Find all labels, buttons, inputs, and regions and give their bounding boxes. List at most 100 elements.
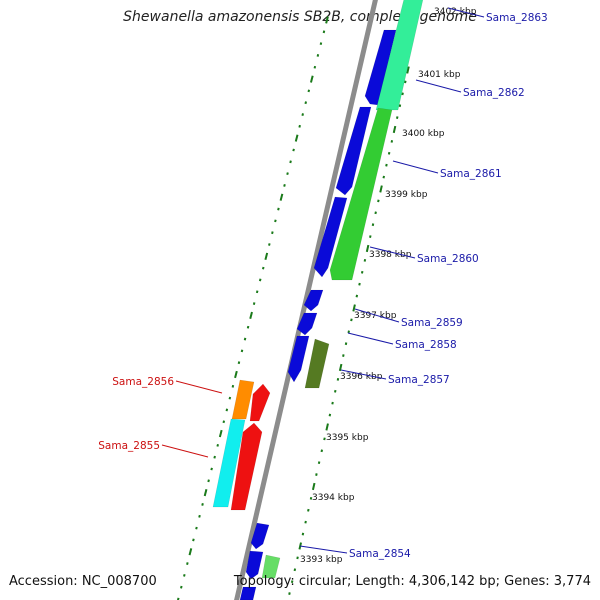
scale-minor-tick [322, 30, 326, 34]
gene-label-sama-2856[interactable]: Sama_2856 [112, 376, 223, 394]
scale-minor-tick [243, 337, 247, 341]
gene-label-sama-2858[interactable]: Sama_2858 [347, 332, 457, 351]
scale-major-tick [309, 75, 314, 83]
scale-minor-tick [344, 342, 348, 346]
gene-sama-2859-feature[interactable] [296, 312, 318, 336]
gene-label-text[interactable]: Sama_2856 [112, 376, 174, 388]
scale-minor-tick [323, 437, 326, 441]
scale-minor-tick [350, 318, 353, 322]
scale-major-tick [338, 363, 343, 372]
gene-sama-2863-teal-feature[interactable] [375, 0, 424, 111]
scale-minor-tick [342, 354, 345, 357]
scale-major-tick [325, 423, 329, 431]
gene-sama-2860-feature[interactable] [303, 289, 324, 312]
scale-minor-tick [268, 243, 271, 246]
scale-minor-tick [286, 172, 289, 176]
gene-label-sama-2859[interactable]: Sama_2859 [354, 308, 463, 329]
gene-sama-2863-feature[interactable] [364, 29, 397, 106]
gene-label-leader-line [369, 246, 416, 259]
gene-label-leader-line [415, 79, 462, 93]
scale-tracks [176, 16, 410, 600]
map-title: Shewanella amazonensis SB2B, complete ge… [123, 9, 477, 25]
scale-minor-tick [331, 401, 334, 405]
gene-label-text[interactable]: Sama_2860 [417, 253, 479, 265]
gene-label-sama-2860[interactable]: Sama_2860 [369, 246, 479, 265]
scale-minor-tick [309, 496, 313, 500]
scale-major-tick [203, 489, 208, 497]
gene-label-text[interactable]: Sama_2858 [395, 339, 457, 351]
scale-minor-tick [213, 455, 216, 459]
gene-sama-2856-feature[interactable] [231, 379, 255, 420]
scale-minor-tick [377, 199, 380, 203]
scale-minor-tick [246, 325, 250, 329]
gene-label-text[interactable]: Sama_2863 [486, 12, 548, 24]
gene-label-text[interactable]: Sama_2859 [401, 317, 463, 329]
kbp-tick-labels: 3393 kbp 3394 kbp 3395 kbp 3396 kbp 3397 kbp… [300, 7, 477, 565]
scale-minor-tick [385, 163, 388, 167]
gene-label-text[interactable]: Sama_2854 [349, 548, 411, 560]
gene-sama-2854-feature[interactable] [250, 522, 270, 550]
kbp-tick-label: 3394 kbp [312, 493, 355, 503]
gene-label-leader-line [299, 545, 348, 554]
scale-major-tick [311, 482, 316, 491]
gene-label-leader-line [161, 444, 209, 458]
scale-minor-tick [288, 592, 291, 595]
scale-major-tick [218, 429, 223, 438]
scale-minor-tick [222, 420, 226, 424]
gene-sama-2857-feature[interactable] [304, 338, 330, 389]
gene-label-text[interactable]: Sama_2855 [98, 440, 160, 452]
scale-minor-tick [289, 160, 292, 164]
gene-label-text[interactable]: Sama_2862 [463, 87, 525, 99]
kbp-tick-label: 3395 kbp [326, 433, 369, 443]
scale-minor-tick [252, 302, 256, 306]
scale-minor-tick [237, 361, 241, 365]
scale-minor-tick [363, 258, 367, 262]
gene-sama-2853-feature[interactable] [245, 550, 264, 580]
gene-label-text[interactable]: Sama_2857 [388, 374, 450, 386]
scale-minor-tick [360, 270, 364, 274]
gene-sama-2852-feature[interactable] [239, 586, 257, 600]
gene-sama-2856-red-feature[interactable] [249, 383, 271, 422]
scale-minor-tick [347, 330, 350, 334]
scale-minor-tick [390, 140, 394, 143]
kbp-tick-label: 3400 kbp [402, 129, 445, 139]
scale-minor-tick [316, 54, 320, 57]
gene-sama-2855-red-feature[interactable] [230, 422, 263, 511]
gene-label-sama-2857[interactable]: Sama_2857 [340, 369, 450, 386]
gene-sama-2861-feature[interactable] [313, 196, 348, 278]
gene-label-text[interactable]: Sama_2861 [440, 168, 502, 180]
scale-minor-tick [290, 580, 294, 584]
genome-summary-text: Topology: circular; Length: 4,306,142 bp… [233, 574, 591, 589]
scale-minor-tick [216, 443, 219, 447]
scale-minor-tick [228, 396, 232, 400]
scale-minor-tick [195, 526, 198, 530]
gene-sama-2854-green-feature[interactable] [261, 554, 281, 579]
gene-label-sama-2854[interactable]: Sama_2854 [299, 545, 411, 560]
gene-label-leader-line [175, 380, 223, 394]
kbp-tick-label: 3396 kbp [340, 372, 383, 382]
kbp-tick-label: 3398 kbp [369, 250, 412, 260]
kbp-tick-label: 3402 kbp [434, 7, 477, 17]
gene-sama-2862-green-feature[interactable] [329, 107, 393, 281]
scale-minor-tick [315, 473, 318, 476]
scale-minor-tick [374, 211, 377, 215]
gene-label-sama-2861[interactable]: Sama_2861 [392, 160, 502, 180]
scale-minor-tick [307, 508, 310, 512]
scale-minor-tick [293, 568, 297, 572]
kbp-tick-label: 3399 kbp [385, 190, 428, 200]
right-scale-track [288, 66, 410, 595]
gene-label-sama-2862[interactable]: Sama_2862 [415, 79, 525, 99]
gene-sama-2855-feature[interactable] [212, 418, 246, 508]
scale-minor-tick [277, 207, 280, 211]
scale-major-tick [325, 16, 329, 24]
gene-label-sama-2855[interactable]: Sama_2855 [98, 440, 209, 458]
scale-minor-tick [371, 223, 375, 227]
gene-sama-2862-feature[interactable] [335, 106, 372, 196]
gene-sama-2858-feature[interactable] [287, 335, 310, 383]
left-scale-track [176, 16, 329, 600]
scale-minor-tick [274, 219, 277, 223]
scale-major-tick [406, 66, 410, 74]
gene-label-sama-2863[interactable]: Sama_2863 [447, 7, 548, 24]
scale-major-tick [188, 548, 193, 556]
